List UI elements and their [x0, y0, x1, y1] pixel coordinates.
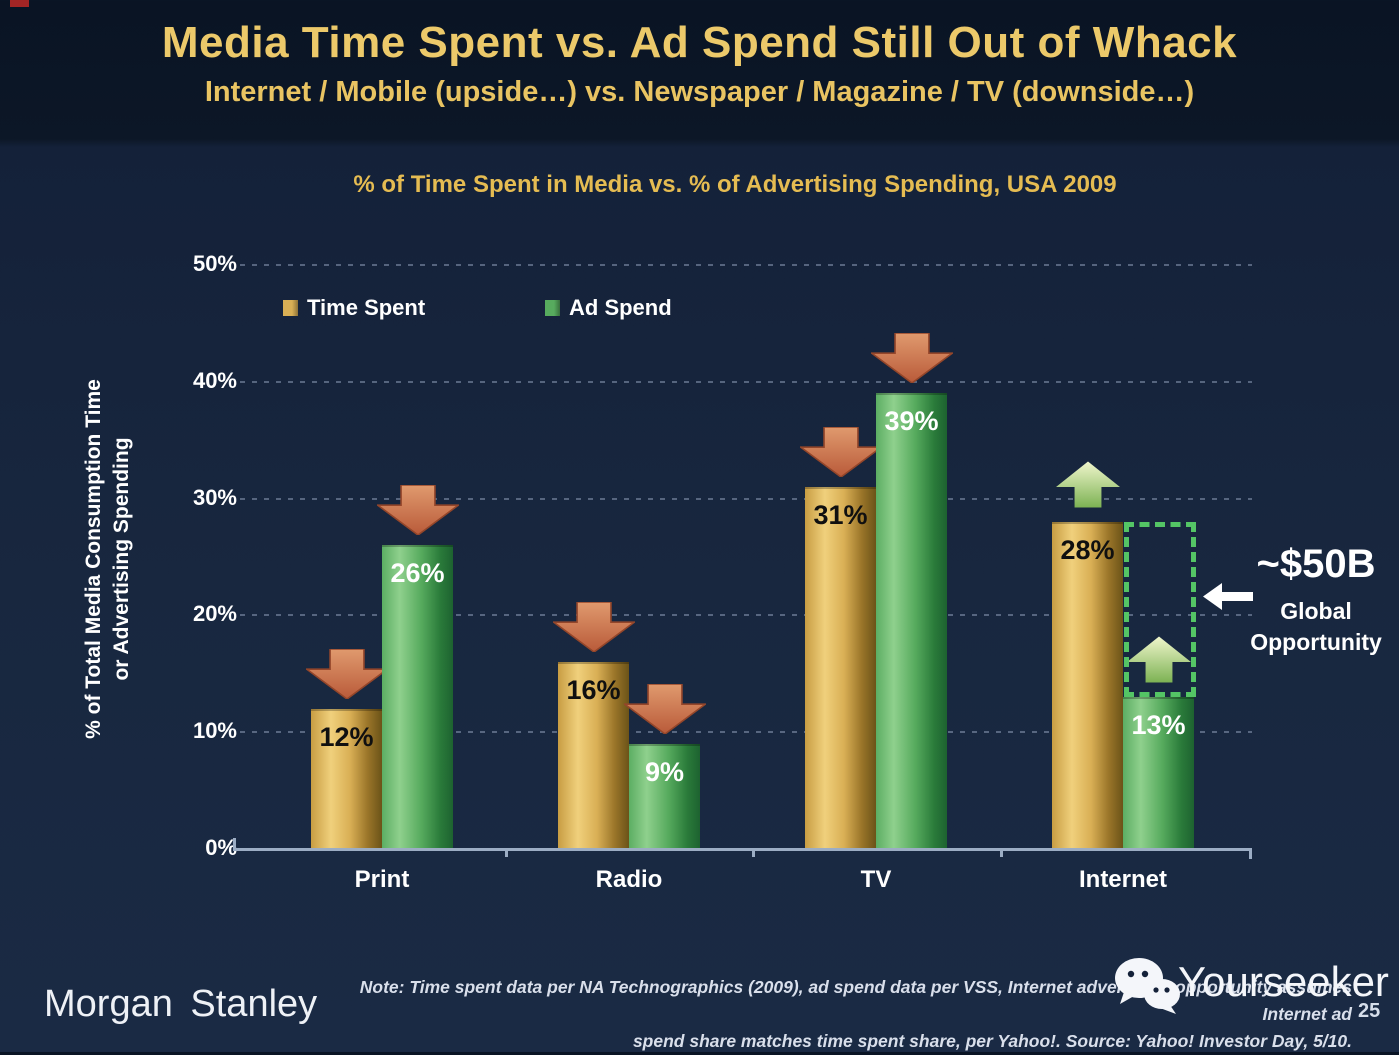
source-note-line1: Note: Time spent data per NA Technograph…	[359, 977, 1352, 1024]
y-tick-label-10%: 10%	[192, 718, 237, 744]
trend-down-arrow-icon	[374, 484, 461, 537]
trend-arrow-up	[1126, 636, 1191, 688]
legend-item-time-spent: Time Spent	[283, 295, 425, 321]
gridline-30pct	[240, 497, 1252, 500]
bar-value-label: 9%	[644, 756, 685, 787]
opportunity-gap-box	[1124, 521, 1196, 698]
bar-internet-ad-spend	[1123, 697, 1194, 849]
page-number: 25	[1358, 1000, 1381, 1022]
axis-boundary-tick-1	[752, 848, 755, 857]
y-tick-label-50%: 50%	[192, 251, 237, 276]
trend-up-arrow-icon	[1055, 461, 1120, 508]
trend-arrow-down	[374, 484, 461, 540]
gridline-40pct	[240, 380, 1252, 383]
wechat-icon	[1115, 958, 1180, 1014]
ad-spend-swatch-icon	[545, 300, 560, 316]
trend-arrow-up	[1055, 461, 1120, 513]
trend-down-arrow-icon	[621, 683, 708, 735]
bar-value-label: 31%	[813, 499, 868, 530]
y-tick-label-40%: 40%	[192, 367, 237, 393]
gridline-20pct	[240, 614, 1252, 617]
watermark-text: Yourseeker	[1178, 958, 1389, 1005]
legend-item-ad-spend: Ad Spend	[545, 295, 672, 321]
category-label-print: Print	[354, 866, 410, 893]
opportunity-label-line2: Opportunity	[1250, 629, 1382, 655]
trend-down-arrow-icon	[868, 332, 955, 385]
trend-arrow-down	[621, 683, 708, 739]
category-label-internet: Internet	[1078, 866, 1167, 893]
bar-radio-time-spent	[558, 662, 629, 849]
trend-arrow-down	[303, 648, 390, 704]
trend-arrow-down	[550, 601, 637, 657]
legend-label-time-spent: Time Spent	[307, 295, 426, 320]
axis-end-tick	[1249, 848, 1252, 859]
slide-corner-mark	[10, 0, 29, 7]
source-note: Note: Time spent data per NA Technograph…	[322, 974, 1352, 1055]
bar-tv-ad-spend	[876, 393, 947, 849]
opportunity-label-line1: Global	[1280, 598, 1352, 624]
chart-title: % of Time Spent in Media vs. % of Advert…	[353, 171, 1117, 198]
trend-arrow-down	[868, 332, 955, 388]
bar-print-time-spent	[311, 708, 382, 849]
bar-internet-time-spent	[1052, 521, 1123, 849]
left-arrow-icon	[1203, 583, 1253, 610]
trend-down-arrow-icon	[550, 601, 637, 654]
bar-value-label: 28%	[1060, 534, 1115, 565]
bar-tv-time-spent	[805, 486, 876, 849]
morgan-stanley-logo: Morgan Stanley	[44, 983, 318, 1025]
y-tick-label-20%: 20%	[192, 601, 237, 627]
x-axis-line	[233, 848, 1252, 851]
slide-subtitle: Internet / Mobile (upside…) vs. Newspape…	[204, 76, 1195, 108]
trend-down-arrow-icon	[303, 648, 390, 700]
y-tick-label-0%: 0%	[205, 835, 237, 860]
gridline-10pct	[240, 731, 1252, 734]
bar-radio-ad-spend	[629, 743, 700, 849]
time-spent-swatch-icon	[283, 300, 298, 316]
trend-down-arrow-icon	[797, 426, 884, 478]
trend-arrow-down	[797, 426, 884, 482]
axis-start-tick	[233, 838, 236, 849]
opportunity-annotation: ~$50B Global Opportunity	[1233, 542, 1399, 656]
trend-up-arrow-icon	[1126, 636, 1191, 683]
bar-value-label: 12%	[319, 721, 374, 752]
category-label-tv: TV	[860, 866, 892, 893]
bar-value-label: 13%	[1131, 710, 1186, 741]
gridline-50pct	[240, 264, 1252, 266]
bar-print-ad-spend	[382, 545, 453, 849]
bar-value-label: 16%	[566, 675, 621, 706]
legend-label-ad-spend: Ad Spend	[569, 295, 672, 320]
bar-value-label: 26%	[390, 558, 445, 589]
axis-boundary-tick-2	[1000, 848, 1003, 857]
slide-title: Media Time Spent vs. Ad Spend Still Out …	[161, 18, 1238, 67]
bar-value-label: 39%	[884, 406, 939, 437]
opportunity-value: ~$50B	[1256, 542, 1376, 586]
category-label-radio: Radio	[595, 866, 663, 893]
source-note-line2: spend share matches time spent share, pe…	[632, 1031, 1352, 1051]
y-tick-label-30%: 30%	[192, 484, 237, 510]
axis-boundary-tick-0	[505, 848, 508, 857]
